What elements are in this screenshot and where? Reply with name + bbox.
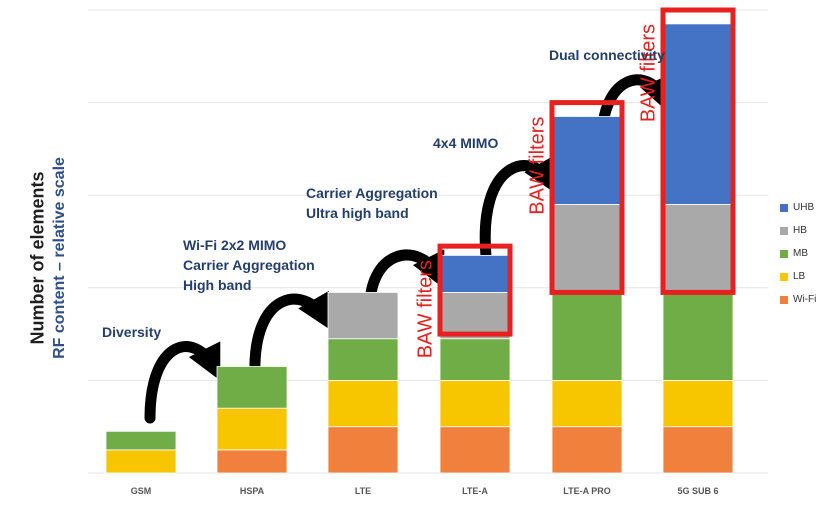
bar-lte-hb: [327, 292, 399, 340]
highlight-box-lte-a-pro: [549, 100, 625, 295]
legend-item-wifi: Wi-Fi: [780, 288, 816, 311]
bar-lte-a-lb: [439, 379, 511, 428]
bar-lte-a-pro-mb: [551, 292, 623, 381]
bar-lte-a-pro-uhb: [551, 116, 623, 205]
legend-swatch-mb: [780, 249, 788, 258]
transition-arrow-4: [479, 154, 557, 262]
x-tick-5g-sub-6: 5G SUB 6: [677, 486, 718, 496]
bar-hspa-wi-fi: [216, 449, 288, 474]
x-tick-hspa: HSPA: [240, 486, 265, 496]
annotation-4x4-mimo: 4x4 MIMO: [433, 135, 499, 151]
x-tick-labels: GSM HSPA LTE LTE-A LTE-A PRO 5G SUB 6: [131, 486, 719, 496]
bar-lte-a-hb: [439, 292, 511, 340]
transition-arrow-1: [144, 341, 221, 424]
legend-item-uhb: UHB: [780, 196, 816, 219]
legend-swatch-uhb: [780, 203, 788, 212]
baw-filters-label-lte-a: BAW filters: [414, 260, 436, 358]
y-axis-label: Number of elements: [27, 171, 48, 345]
bar-lte-a-wi-fi: [439, 426, 511, 474]
bar-gsm-mb: [105, 430, 177, 451]
legend-item-hb: HB: [780, 219, 816, 242]
bars: [105, 23, 734, 474]
bar-5g-sub-6-lb: [662, 379, 734, 428]
bar-lte-mb: [327, 338, 399, 381]
x-tick-gsm: GSM: [131, 486, 152, 496]
baw-filters-label-5g-sub-6: BAW filters: [637, 24, 659, 122]
bar-5g-sub-6-hb: [662, 204, 734, 293]
bar-lte-a-pro-wi-fi: [551, 426, 623, 474]
legend: UHB HB MB LB Wi-Fi: [780, 196, 816, 311]
legend-swatch-lb: [780, 272, 788, 281]
bar-gsm-lb: [105, 449, 177, 474]
annotation-hspa-to-lte: Wi-Fi 2x2 MIMO Carrier Aggregation High …: [183, 237, 315, 293]
bar-5g-sub-6-wi-fi: [662, 426, 734, 474]
highlight-box-lte-a: [437, 243, 513, 337]
x-tick-lte-a: LTE-A: [462, 486, 488, 496]
legend-item-lb: LB: [780, 265, 816, 288]
highlight-boxes: BAW filters BAW filters BAW filters: [414, 7, 736, 358]
legend-item-mb: MB: [780, 242, 816, 265]
bar-lte-a-pro-hb: [551, 204, 623, 293]
annotation-diversity: Diversity: [102, 324, 162, 340]
x-tick-lte-a-pro: LTE-A PRO: [563, 486, 611, 496]
bar-5g-sub-6-uhb: [662, 23, 734, 205]
bar-lte-a-uhb: [439, 254, 511, 293]
bar-lte-a-mb: [439, 338, 511, 381]
highlight-box-5g-sub-6: [660, 7, 736, 295]
bar-lte-a-pro-lb: [551, 379, 623, 428]
annotation-lte-to-ltea: Carrier Aggregation Ultra high band: [306, 185, 438, 221]
bar-lte-wi-fi: [327, 426, 399, 474]
transition-arrow-2: [249, 290, 332, 382]
baw-filters-label-lte-a-pro: BAW filters: [526, 117, 548, 215]
annotation-dual-connectivity: Dual connectivity: [549, 47, 665, 63]
x-tick-lte: LTE: [355, 486, 371, 496]
bar-5g-sub-6-mb: [662, 292, 734, 381]
legend-swatch-hb: [780, 226, 788, 235]
y-axis-sublabel: RF content – relative scale: [51, 157, 68, 359]
legend-swatch-wifi: [780, 295, 788, 304]
bar-hspa-mb: [216, 366, 288, 409]
bar-hspa-lb: [216, 407, 288, 451]
bar-lte-lb: [327, 379, 399, 428]
